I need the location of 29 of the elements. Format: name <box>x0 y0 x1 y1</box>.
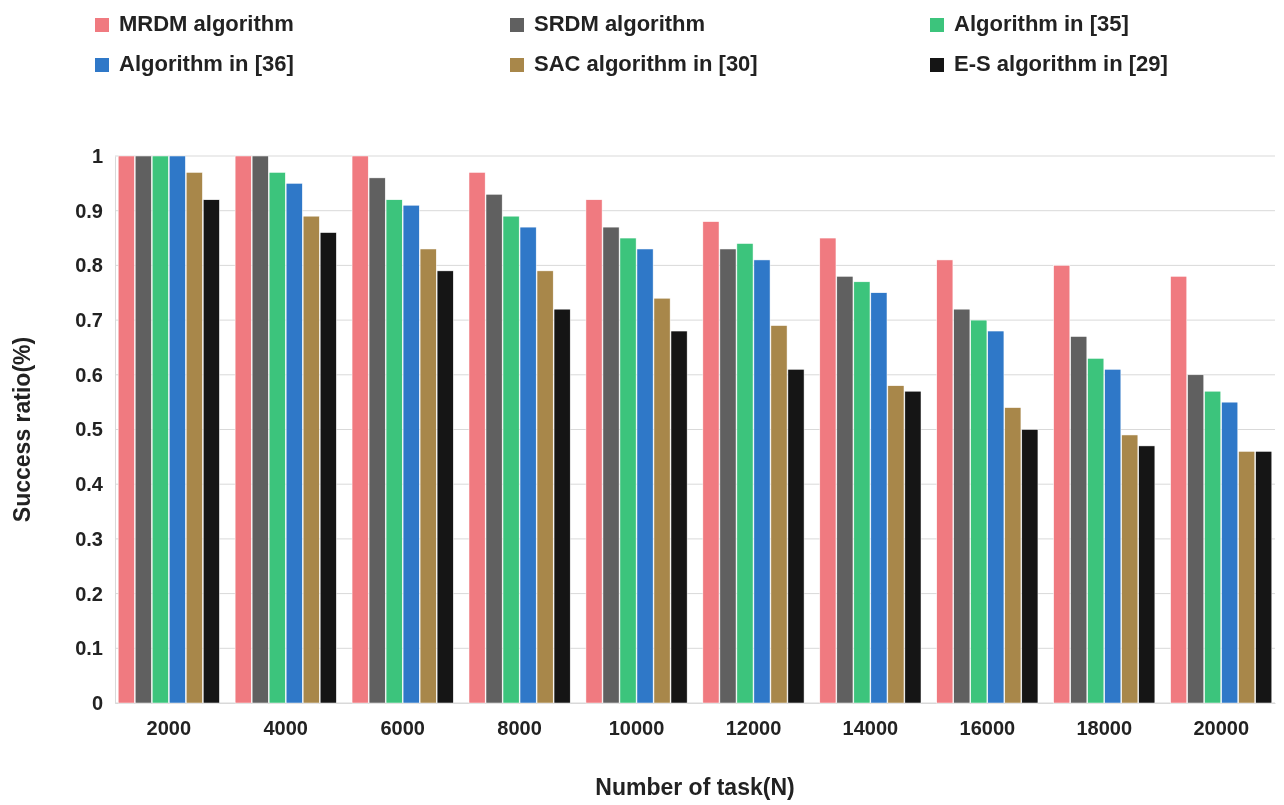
x-tick-label: 14000 <box>842 717 899 740</box>
x-tick-label: 12000 <box>725 717 782 740</box>
x-tick-label: 6000 <box>380 717 425 740</box>
x-tick-label: 2000 <box>146 717 192 740</box>
x-axis-title: Number of task(N) <box>595 774 795 800</box>
x-tick-label: 18000 <box>1076 717 1133 740</box>
legend-label: E-S algorithm in [29] <box>954 51 1168 76</box>
x-tick-label: 4000 <box>263 717 308 740</box>
y-axis-title: Success ratio(%) <box>9 336 35 523</box>
y-tick-label: 0.8 <box>75 254 103 277</box>
x-tick-label: 8000 <box>497 717 542 740</box>
legend-label: SAC algorithm in [30] <box>534 51 758 76</box>
y-tick-label: 0.7 <box>75 309 103 331</box>
y-tick-label: 0.2 <box>75 582 103 605</box>
y-tick-label: 0.3 <box>75 527 103 550</box>
legend-label: MRDM algorithm <box>119 11 294 36</box>
x-tick-label: 20000 <box>1193 717 1250 740</box>
y-tick-label: 0.5 <box>75 418 103 441</box>
legend-label: Algorithm in [35] <box>954 11 1129 36</box>
y-tick-label: 1 <box>91 144 103 167</box>
y-tick-label: 0.9 <box>75 199 103 222</box>
y-tick-label: 0 <box>91 691 103 714</box>
y-tick-label: 0.6 <box>75 363 103 386</box>
legend-label: SRDM algorithm <box>534 11 706 36</box>
y-tick-label: 0.4 <box>75 473 104 496</box>
x-tick-label: 10000 <box>608 717 665 740</box>
legend-label: Algorithm in [36] <box>119 51 294 76</box>
x-tick-label: 16000 <box>959 717 1016 740</box>
y-tick-label: 0.1 <box>75 637 103 660</box>
